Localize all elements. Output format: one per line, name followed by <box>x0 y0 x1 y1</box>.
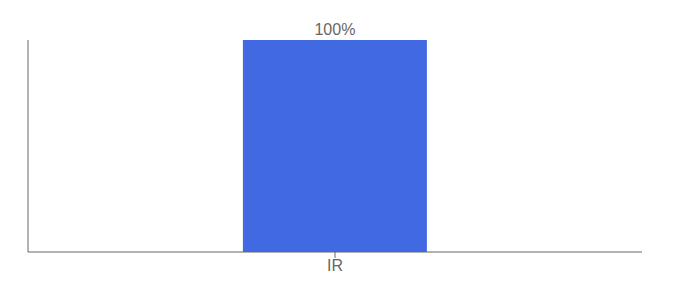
svg-text:IR: IR <box>327 257 343 274</box>
svg-text:100%: 100% <box>314 21 355 38</box>
